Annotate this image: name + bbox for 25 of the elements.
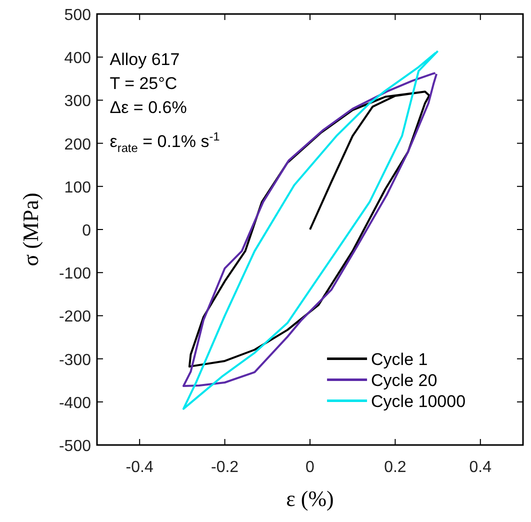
legend-label: Cycle 1	[371, 350, 428, 369]
y-tick-label: -100	[58, 266, 92, 283]
y-tick-label: -300	[58, 352, 92, 369]
y-tick-label: 300	[64, 93, 92, 110]
y-tick-label: 500	[64, 7, 92, 24]
y-tick-label: 0	[82, 222, 92, 240]
y-tick-label: -400	[58, 394, 92, 412]
legend-label: Cycle 10000	[371, 392, 466, 411]
annotation: Δε = 0.6%	[110, 98, 187, 118]
y-axis-title: σ (MPa)	[18, 192, 43, 266]
annotation: ε$_{rate}$ = 0.1% s$^{-1}$	[110, 129, 220, 156]
y-tick-label: 400	[64, 50, 92, 68]
y-tick-label: -200	[58, 308, 92, 326]
legend-label: Cycle 20	[371, 370, 438, 390]
x-tick-label: 0.2	[384, 459, 406, 476]
annotation: Alloy 617	[110, 50, 180, 70]
x-tick-label: 0	[306, 459, 315, 476]
y-tick-label: -500	[58, 438, 92, 455]
x-tick-label: 0.4	[469, 459, 492, 476]
x-tick-label: -0.4	[126, 459, 154, 476]
annotation: T = 25°C	[110, 74, 178, 94]
y-tick-label: 100	[64, 179, 92, 196]
y-tick-label: 200	[64, 136, 92, 154]
x-axis-title: ε (%)	[286, 486, 334, 511]
x-tick-label: -0.2	[211, 459, 239, 476]
